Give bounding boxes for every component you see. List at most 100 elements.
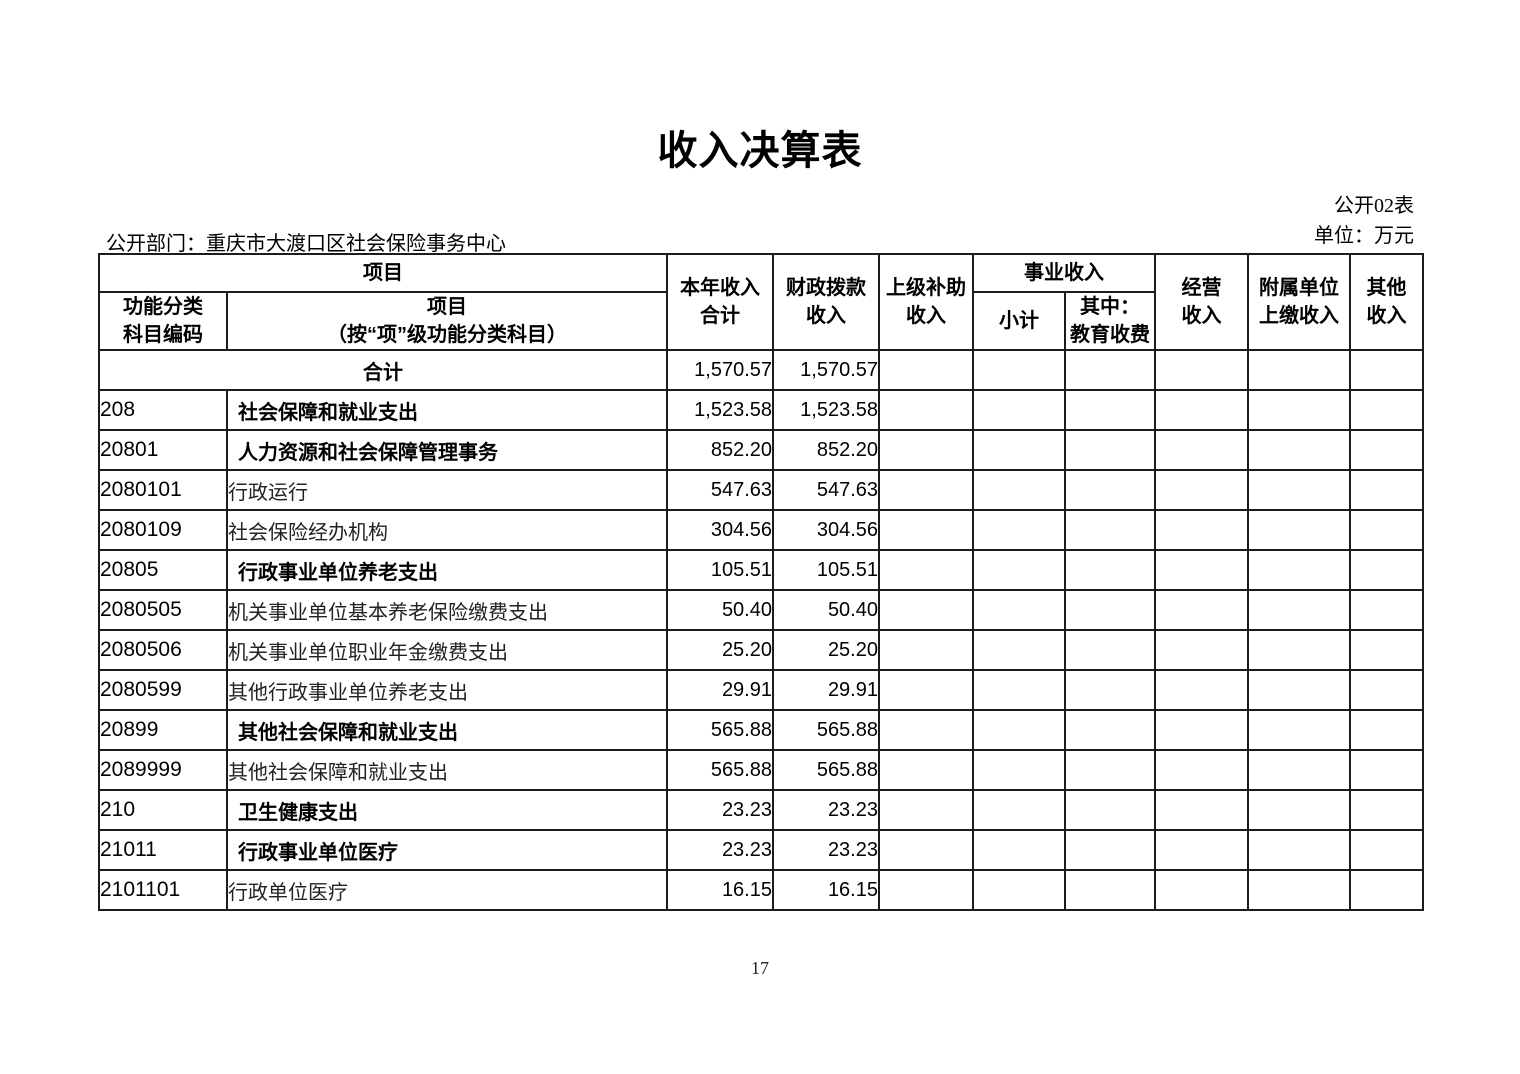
- value-cell: [1064, 589, 1156, 631]
- value-cell: [1247, 589, 1351, 631]
- name-cell: 行政事业单位养老支出: [226, 549, 668, 591]
- value-cell: [1154, 349, 1249, 391]
- value-cell: [972, 509, 1066, 551]
- value-cell: [1247, 629, 1351, 671]
- table-row: 2089999 其他社会保障和就业支出 565.88 565.88: [98, 749, 1424, 791]
- value-cell: [878, 709, 974, 751]
- table-row: 2080101 行政运行 547.63 547.63: [98, 469, 1424, 511]
- value-cell: [878, 469, 974, 511]
- value-cell: 1,570.57: [666, 349, 774, 391]
- value-cell: 565.88: [666, 749, 774, 791]
- value-cell: [1247, 349, 1351, 391]
- value-cell: [972, 469, 1066, 511]
- header-project-sub: 项目 （按“项”级功能分类科目）: [226, 291, 668, 351]
- value-cell: [1349, 869, 1424, 911]
- table-row: 2101101 行政单位医疗 16.15 16.15: [98, 869, 1424, 911]
- value-cell: [878, 629, 974, 671]
- value-cell: [972, 669, 1066, 711]
- value-cell: [1154, 629, 1249, 671]
- value-cell: [1349, 349, 1424, 391]
- value-cell: 16.15: [666, 869, 774, 911]
- value-cell: [878, 509, 974, 551]
- value-cell: [1349, 709, 1424, 751]
- value-cell: 565.88: [772, 749, 880, 791]
- value-cell: [1154, 429, 1249, 471]
- value-cell: [1064, 469, 1156, 511]
- value-cell: 1,523.58: [666, 389, 774, 431]
- value-cell: [972, 629, 1066, 671]
- value-cell: [1154, 869, 1249, 911]
- header-fiscal-income: 财政拨款 收入: [772, 253, 880, 351]
- value-cell: 25.20: [666, 629, 774, 671]
- table-row: 2080506 机关事业单位职业年金缴费支出 25.20 25.20: [98, 629, 1424, 671]
- value-cell: [878, 349, 974, 391]
- table-row: 2080109 社会保险经办机构 304.56 304.56: [98, 509, 1424, 551]
- table-row-total: 合计 1,570.57 1,570.57: [98, 349, 1424, 391]
- value-cell: [972, 549, 1066, 591]
- code-cell: 2080505: [98, 589, 228, 631]
- value-cell: [1247, 549, 1351, 591]
- header-operating-income: 经营 收入: [1154, 253, 1249, 351]
- value-cell: [1349, 429, 1424, 471]
- value-cell: 29.91: [666, 669, 774, 711]
- value-cell: 852.20: [666, 429, 774, 471]
- value-cell: [1064, 349, 1156, 391]
- value-cell: 23.23: [772, 829, 880, 871]
- value-cell: [1064, 829, 1156, 871]
- name-cell: 其他社会保障和就业支出: [226, 749, 668, 791]
- code-cell: 20805: [98, 549, 228, 591]
- total-label-cell: 合计: [98, 349, 668, 391]
- value-cell: [1154, 549, 1249, 591]
- value-cell: [1247, 709, 1351, 751]
- value-cell: [972, 869, 1066, 911]
- value-cell: [1154, 589, 1249, 631]
- value-cell: 16.15: [772, 869, 880, 911]
- value-cell: [1247, 469, 1351, 511]
- department-label: 公开部门：重庆市大渡口区社会保险事务中心: [106, 233, 506, 255]
- header-function-code: 功能分类 科目编码: [98, 291, 228, 351]
- header-business-subtotal: 小计: [972, 291, 1066, 351]
- value-cell: 565.88: [666, 709, 774, 751]
- value-cell: 29.91: [772, 669, 880, 711]
- value-cell: [972, 749, 1066, 791]
- table-row: 208 社会保障和就业支出 1,523.58 1,523.58: [98, 389, 1424, 431]
- value-cell: [972, 429, 1066, 471]
- value-cell: [1154, 749, 1249, 791]
- value-cell: [878, 389, 974, 431]
- table-row: 20805 行政事业单位养老支出 105.51 105.51: [98, 549, 1424, 591]
- value-cell: 105.51: [666, 549, 774, 591]
- value-cell: [1064, 709, 1156, 751]
- table-row: 20801 人力资源和社会保障管理事务 852.20 852.20: [98, 429, 1424, 471]
- code-cell: 21011: [98, 829, 228, 871]
- name-cell: 社会保障和就业支出: [226, 389, 668, 431]
- name-cell: 其他社会保障和就业支出: [226, 709, 668, 751]
- code-cell: 210: [98, 789, 228, 831]
- value-cell: [878, 589, 974, 631]
- value-cell: 304.56: [772, 509, 880, 551]
- value-cell: [1247, 869, 1351, 911]
- value-cell: [1064, 629, 1156, 671]
- value-cell: [1064, 389, 1156, 431]
- value-cell: [878, 749, 974, 791]
- value-cell: [1349, 789, 1424, 831]
- code-cell: 208: [98, 389, 228, 431]
- header-business-income: 事业收入: [972, 253, 1156, 293]
- table-code-label: 公开02表: [1334, 195, 1414, 217]
- name-cell: 行政运行: [226, 469, 668, 511]
- value-cell: 1,523.58: [772, 389, 880, 431]
- table-row: 210 卫生健康支出 23.23 23.23: [98, 789, 1424, 831]
- header-superior-subsidy: 上级补助 收入: [878, 253, 974, 351]
- page-title: 收入决算表: [657, 129, 863, 173]
- name-cell: 人力资源和社会保障管理事务: [226, 429, 668, 471]
- value-cell: 105.51: [772, 549, 880, 591]
- value-cell: [878, 869, 974, 911]
- table-row: 2080505 机关事业单位基本养老保险缴费支出 50.40 50.40: [98, 589, 1424, 631]
- value-cell: [1349, 589, 1424, 631]
- income-statement-table: 项目 本年收入 合计 财政拨款 收入 上级补助 收入 事业收入 经营 收入 附属…: [98, 253, 1424, 911]
- value-cell: [972, 349, 1066, 391]
- value-cell: [1154, 789, 1249, 831]
- unit-label: 单位：万元: [1314, 225, 1414, 247]
- value-cell: [1064, 749, 1156, 791]
- value-cell: [1064, 669, 1156, 711]
- value-cell: [1247, 389, 1351, 431]
